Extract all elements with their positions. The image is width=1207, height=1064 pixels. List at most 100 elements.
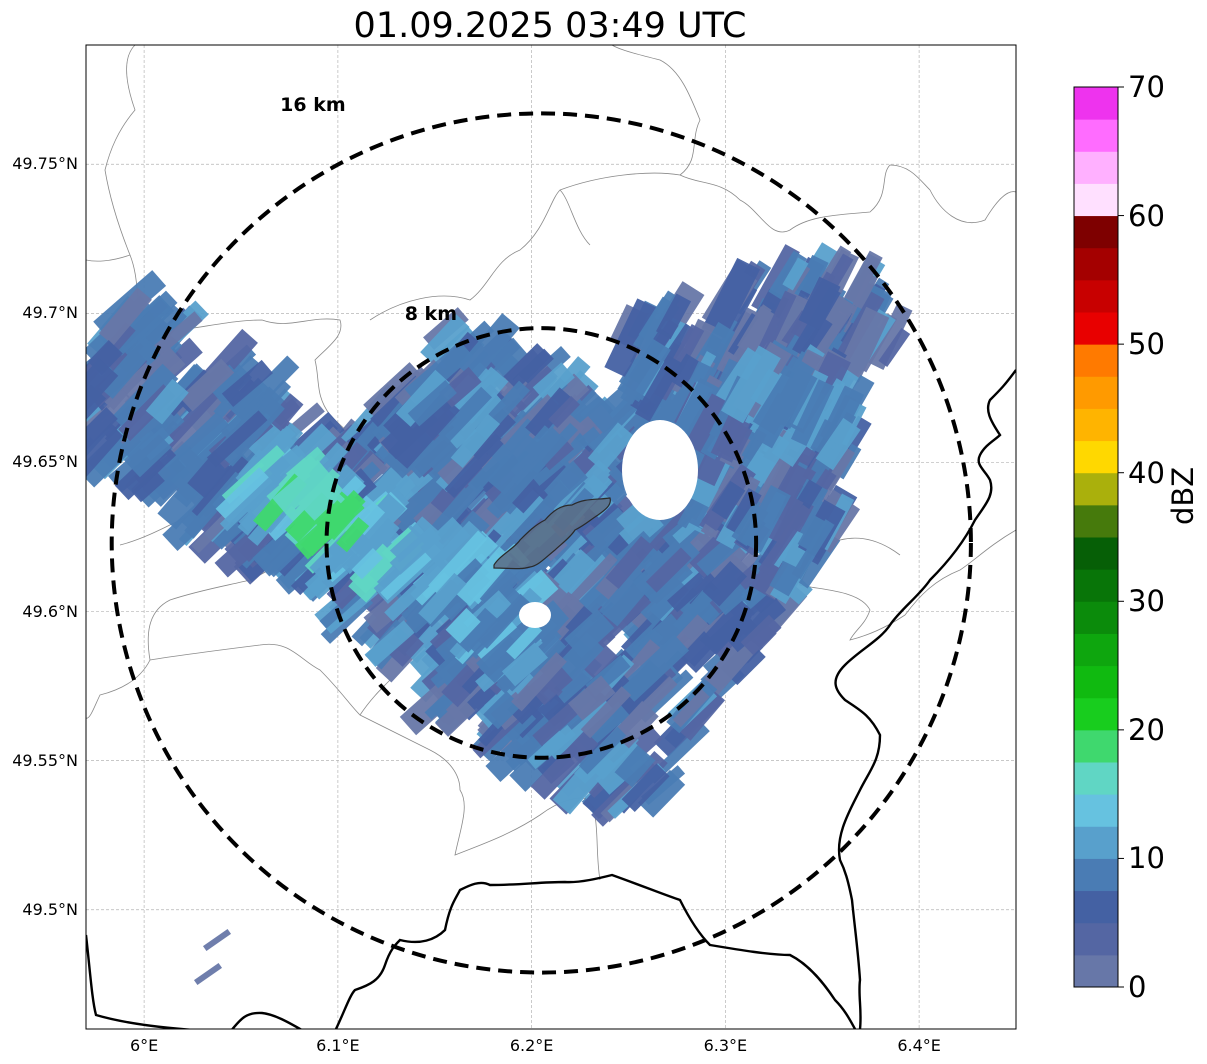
colorbar-segment bbox=[1074, 633, 1118, 667]
radar-echo bbox=[388, 393, 460, 469]
radar-echo bbox=[702, 257, 761, 339]
lat-tick-label: 49.7°N bbox=[22, 303, 78, 323]
radar-echo bbox=[98, 287, 152, 346]
radar-echo bbox=[676, 688, 726, 741]
radar-echo bbox=[445, 608, 481, 644]
radar-echo bbox=[699, 597, 755, 656]
radar-echo bbox=[605, 536, 655, 589]
radar-echo bbox=[604, 298, 659, 378]
radar-echo bbox=[672, 689, 710, 728]
lon-tick-label: 6.2°E bbox=[509, 1036, 554, 1055]
colorbar-segment bbox=[1074, 408, 1118, 442]
radar-echoes bbox=[86, 242, 913, 986]
colorbar-segment bbox=[1074, 665, 1118, 699]
map-frame bbox=[85, 44, 1017, 1030]
radar-echo bbox=[505, 735, 544, 772]
range-ring bbox=[324, 326, 759, 760]
echo-gap bbox=[519, 602, 551, 628]
radar-echo bbox=[529, 422, 578, 474]
radar-echo bbox=[131, 470, 165, 503]
radar-echo bbox=[86, 358, 119, 436]
radar-echo bbox=[193, 962, 223, 986]
radar-echo bbox=[119, 402, 185, 466]
radar-echo bbox=[336, 516, 370, 553]
colorbar-segment bbox=[1074, 472, 1118, 506]
radar-echo bbox=[206, 410, 268, 468]
colorbar-segment bbox=[1074, 569, 1118, 602]
radar-echo bbox=[455, 607, 499, 653]
radar-echo bbox=[645, 547, 692, 593]
radar-echo bbox=[219, 473, 280, 532]
radar-echo bbox=[488, 337, 528, 376]
colorbar-segment bbox=[1074, 87, 1118, 120]
map-title: 01.09.2025 03:49 UTC bbox=[353, 6, 747, 46]
radar-echo bbox=[450, 413, 501, 468]
colorbar-segment bbox=[1074, 826, 1118, 859]
radar-echo bbox=[632, 290, 681, 353]
radar-echo bbox=[617, 336, 671, 403]
radar-echo bbox=[179, 358, 235, 412]
colorbar-segment bbox=[1074, 762, 1118, 795]
radar-echo bbox=[637, 769, 686, 818]
radar-echo bbox=[394, 490, 429, 527]
radar-echo bbox=[525, 387, 574, 440]
colorbar-segment bbox=[1074, 697, 1118, 731]
lon-tick-label: 6°E bbox=[129, 1036, 159, 1055]
radar-echo bbox=[173, 411, 230, 467]
colorbar-segment bbox=[1074, 729, 1118, 763]
colorbar-segment bbox=[1074, 183, 1118, 217]
radar-echo bbox=[638, 574, 690, 626]
radar-echo bbox=[796, 254, 829, 296]
lat-tick-label: 49.65°N bbox=[12, 452, 78, 472]
radar-echo bbox=[380, 543, 441, 601]
radar-echo bbox=[86, 407, 118, 461]
radar-echo bbox=[649, 564, 693, 605]
radar-echo bbox=[532, 701, 581, 747]
radar-echo bbox=[215, 467, 273, 523]
colorbar-frame bbox=[1073, 86, 1119, 988]
radar-echo bbox=[655, 293, 692, 340]
radar-echo bbox=[568, 675, 616, 721]
radar-echo bbox=[389, 631, 424, 667]
radar-echo bbox=[501, 642, 549, 687]
radar-echo bbox=[878, 327, 911, 367]
radar-echo bbox=[815, 417, 861, 471]
radar-echo bbox=[202, 928, 232, 952]
radar-echo bbox=[344, 493, 406, 558]
radar-echo bbox=[159, 391, 233, 466]
radar-echo bbox=[272, 459, 333, 516]
colorbar-segment bbox=[1074, 858, 1118, 892]
range-rings bbox=[109, 111, 973, 975]
radar-echo bbox=[530, 730, 599, 800]
radar-echo bbox=[740, 485, 791, 553]
radar-echo bbox=[346, 517, 400, 576]
radar-echo bbox=[782, 257, 809, 291]
radar-echo bbox=[844, 250, 883, 305]
radar-echo bbox=[702, 560, 748, 607]
radar-echo bbox=[363, 463, 410, 512]
radar-echo bbox=[503, 343, 551, 390]
radar-echo bbox=[145, 378, 189, 425]
colorbar-label: dBZ bbox=[1166, 466, 1200, 525]
radar-echo bbox=[791, 379, 835, 447]
radar-echo bbox=[389, 526, 442, 575]
radar-echo bbox=[190, 454, 250, 519]
lat-tick-label: 49.6°N bbox=[22, 601, 78, 621]
radar-echo bbox=[479, 560, 523, 607]
lat-tick-label: 49.75°N bbox=[12, 154, 78, 174]
radar-echo bbox=[621, 763, 670, 813]
radar-echo bbox=[407, 380, 457, 427]
colorbar-segment bbox=[1074, 922, 1118, 956]
radar-echo bbox=[111, 363, 179, 432]
radar-echo bbox=[351, 547, 384, 580]
colorbar-segment bbox=[1074, 279, 1118, 313]
radar-echo bbox=[388, 529, 424, 563]
lat-tick-label: 49.5°N bbox=[22, 899, 78, 919]
radar-echo bbox=[820, 385, 865, 446]
colorbar-tick-label: 10 bbox=[1128, 841, 1165, 876]
radar-echo bbox=[435, 697, 476, 737]
colorbar-tick-label: 0 bbox=[1128, 970, 1147, 1004]
range-ring bbox=[109, 111, 973, 975]
radar-echo bbox=[797, 515, 827, 552]
radar-echo bbox=[798, 276, 841, 331]
